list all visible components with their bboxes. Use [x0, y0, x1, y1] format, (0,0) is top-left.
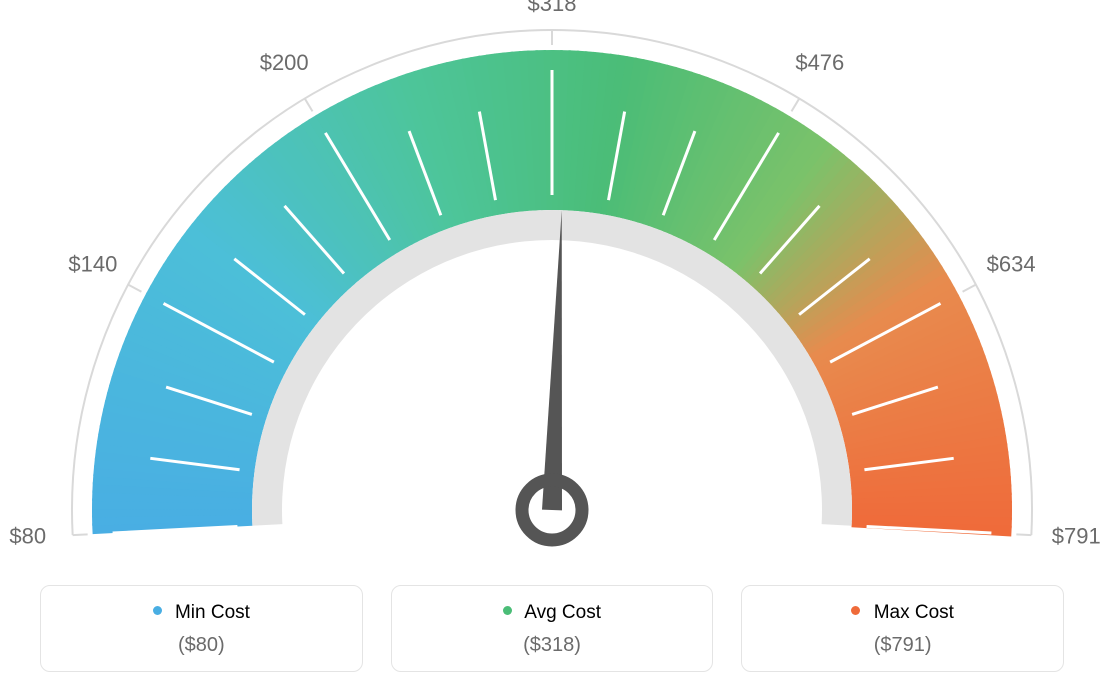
- legend-label-avg: Avg Cost: [524, 602, 601, 623]
- tick-label: $80: [9, 523, 46, 548]
- dot-icon-max: [851, 606, 860, 615]
- tick-label: $200: [260, 50, 309, 75]
- legend-title-min: Min Cost: [51, 602, 352, 624]
- legend-label-max: Max Cost: [874, 602, 954, 623]
- legend-value-avg: ($318): [402, 634, 703, 657]
- legend-value-min: ($80): [51, 634, 352, 657]
- legend-card-max: Max Cost ($791): [741, 585, 1064, 672]
- legend-row: Min Cost ($80) Avg Cost ($318) Max Cost …: [40, 585, 1064, 672]
- dot-icon-min: [153, 606, 162, 615]
- cost-gauge-widget: $80 $140 $200 $318 $476 $634 $791 Min Cost ($8…: [0, 0, 1104, 690]
- needle: [542, 210, 562, 510]
- legend-value-max: ($791): [752, 634, 1053, 657]
- legend-label-min: Min Cost: [175, 602, 250, 623]
- gauge-area: $80 $140 $200 $318 $476 $634 $791: [0, 0, 1104, 560]
- tick-label: $791: [1052, 523, 1101, 548]
- legend-title-max: Max Cost: [752, 602, 1053, 624]
- legend-title-avg: Avg Cost: [402, 602, 703, 624]
- legend-card-min: Min Cost ($80): [40, 585, 363, 672]
- tick-label: $634: [987, 252, 1036, 277]
- tick-label: $140: [68, 252, 117, 277]
- legend-card-avg: Avg Cost ($318): [391, 585, 714, 672]
- tick-label: $476: [795, 50, 844, 75]
- gauge-svg: $80 $140 $200 $318 $476 $634 $791: [0, 0, 1104, 560]
- tick-label: $318: [528, 0, 577, 16]
- dot-icon-avg: [503, 606, 512, 615]
